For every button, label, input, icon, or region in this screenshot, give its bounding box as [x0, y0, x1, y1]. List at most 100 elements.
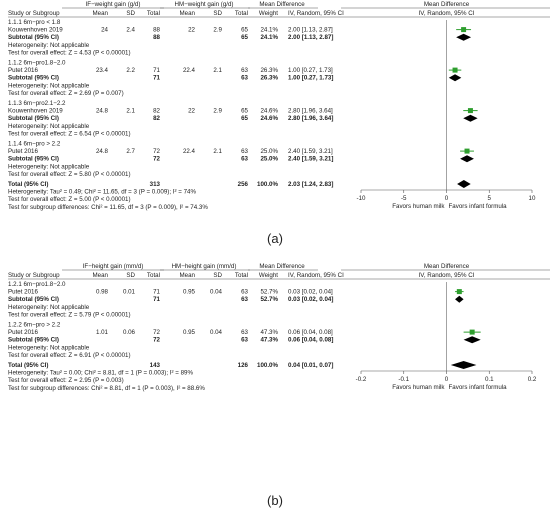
overall-effect-text: Test for overall effect: Z = 5.79 (P < 0… [8, 311, 131, 318]
heterogeneity-text: Heterogeneity: Not applicable [8, 163, 90, 170]
study-name: Putet 2016 [8, 329, 38, 336]
subtotal-total1: 71 [153, 296, 160, 303]
favors-right-label: Favors infant formula [449, 384, 508, 391]
subtotal-ci: 2.00 [1.13, 2.87] [288, 34, 333, 41]
md-column-header: Mean Difference [259, 1, 305, 8]
study-name: Putet 2016 [8, 289, 38, 296]
subtotal-total1: 82 [153, 115, 160, 122]
total1-value: 71 [153, 289, 160, 296]
subtotal-total2: 63 [241, 75, 248, 82]
mean1-value: 1.01 [96, 329, 109, 336]
total2-header: Total [235, 272, 248, 279]
subtotal-total1: 71 [153, 75, 160, 82]
subtotal-weight: 52.7% [260, 296, 278, 303]
mean2-header: Mean [180, 10, 196, 17]
total2-value: 63 [241, 67, 248, 74]
subtotal-diamond [460, 155, 474, 163]
sd1-value: 2.2 [126, 67, 135, 74]
sd2-value: 2.9 [213, 108, 222, 115]
ci-value: 0.03 [0.02, 0.04] [288, 289, 333, 296]
subgroup-title: 1.2.1 6m−pro1.8−2.0 [8, 281, 66, 288]
subgroup-title: 1.1.3 6m−pro2.1−2.2 [8, 100, 66, 107]
ci-value: 1.00 [0.27, 1.73] [288, 67, 333, 74]
footer-text: Heterogeneity: Tau² = 0.00; Chi² = 8.81,… [8, 370, 193, 377]
subtotal-diamond [463, 114, 478, 122]
subtotal-total1: 72 [153, 156, 160, 163]
sd1-value: 2.1 [126, 108, 135, 115]
total1-value: 82 [153, 108, 160, 115]
subgroup-title: 1.1.4 6m−pro > 2.2 [8, 141, 61, 148]
study-name: Putet 2016 [8, 67, 38, 74]
weight-value: 25.0% [260, 148, 278, 155]
total1-value: 72 [153, 329, 160, 336]
study-column-header: Study or Subgroup [8, 10, 60, 17]
total2-value: 63 [241, 289, 248, 296]
sd1-value: 0.06 [123, 329, 136, 336]
favors-left-label: Favors human milk [392, 203, 445, 210]
subtotal-diamond [455, 295, 464, 303]
footer-text: Heterogeneity: Tau² = 0.49; Chi² = 11.65… [8, 189, 196, 196]
ci-column-header: IV, Random, 95% CI [288, 272, 344, 279]
mean1-value: 0.98 [96, 289, 109, 296]
weight-value: 26.3% [260, 67, 278, 74]
sd2-value: 2.1 [213, 67, 222, 74]
total1-value: 72 [153, 148, 160, 155]
study-name: Kouwenhoven 2019 [8, 27, 63, 34]
point-estimate-square [469, 329, 475, 335]
mean1-header: Mean [93, 10, 109, 17]
subtotal-weight: 47.3% [260, 337, 278, 344]
mean2-header: Mean [180, 272, 196, 279]
ci-value: 2.80 [1.96, 3.64] [288, 108, 333, 115]
subtotal-weight: 25.0% [260, 156, 278, 163]
heterogeneity-text: Heterogeneity: Not applicable [8, 344, 90, 351]
plot-subtitle: IV, Random, 95% CI [419, 10, 475, 17]
total-label: Total (95% CI) [8, 362, 48, 369]
x-tick-label: -5 [401, 195, 407, 202]
mean1-value: 23.4 [96, 67, 109, 74]
favors-right-label: Favors infant formula [449, 203, 508, 210]
group1-header: IF−weight gain (g/d) [86, 1, 141, 8]
mean2-value: 22.4 [183, 148, 196, 155]
subtotal-diamond [463, 336, 481, 344]
mean2-value: 22 [188, 108, 195, 115]
subtotal-ci: 1.00 [0.27, 1.73] [288, 75, 333, 82]
panel-label: (a) [267, 231, 283, 246]
subtotal-ci: 2.80 [1.96, 3.64] [288, 115, 333, 122]
md-column-header: Mean Difference [259, 263, 305, 270]
total2-value: 63 [241, 148, 248, 155]
subtotal-ci: 2.40 [1.59, 3.21] [288, 156, 333, 163]
subtotal-label: Subtotal (95% CI) [8, 115, 59, 122]
sd1-header: SD [126, 10, 135, 17]
subtotal-total2: 63 [241, 156, 248, 163]
subtotal-label: Subtotal (95% CI) [8, 337, 59, 344]
overall-effect-text: Test for overall effect: Z = 2.69 (P = 0… [8, 90, 124, 97]
group2-header: HM−weight gain (g/d) [175, 1, 234, 8]
favors-left-label: Favors human milk [392, 384, 445, 391]
total-n2: 126 [238, 362, 249, 369]
subtotal-total2: 65 [241, 34, 248, 41]
ci-value: 2.40 [1.59, 3.21] [288, 148, 333, 155]
sd2-value: 0.04 [210, 329, 223, 336]
weight-header: Weight [259, 272, 278, 279]
total-n1: 313 [150, 181, 161, 188]
total1-value: 88 [153, 27, 160, 34]
subtotal-label: Subtotal (95% CI) [8, 34, 59, 41]
heterogeneity-text: Heterogeneity: Not applicable [8, 304, 90, 311]
mean2-value: 22.4 [183, 67, 196, 74]
group1-header: IF−height gain (mm/d) [83, 263, 144, 270]
weight-value: 24.1% [260, 27, 278, 34]
total2-value: 65 [241, 108, 248, 115]
total1-header: Total [147, 10, 160, 17]
subtotal-ci: 0.06 [0.04, 0.08] [288, 337, 333, 344]
total-weight: 100.0% [257, 362, 278, 369]
plot-title: Mean Difference [424, 1, 470, 8]
x-tick-label: 5 [488, 195, 492, 202]
x-tick-label: -0.1 [398, 376, 409, 383]
total2-value: 65 [241, 27, 248, 34]
study-name: Putet 2016 [8, 148, 38, 155]
x-tick-label: 0.2 [528, 376, 537, 383]
sd1-header: SD [126, 272, 135, 279]
sd2-header: SD [213, 272, 222, 279]
weight-value: 47.3% [260, 329, 278, 336]
subtotal-label: Subtotal (95% CI) [8, 296, 59, 303]
